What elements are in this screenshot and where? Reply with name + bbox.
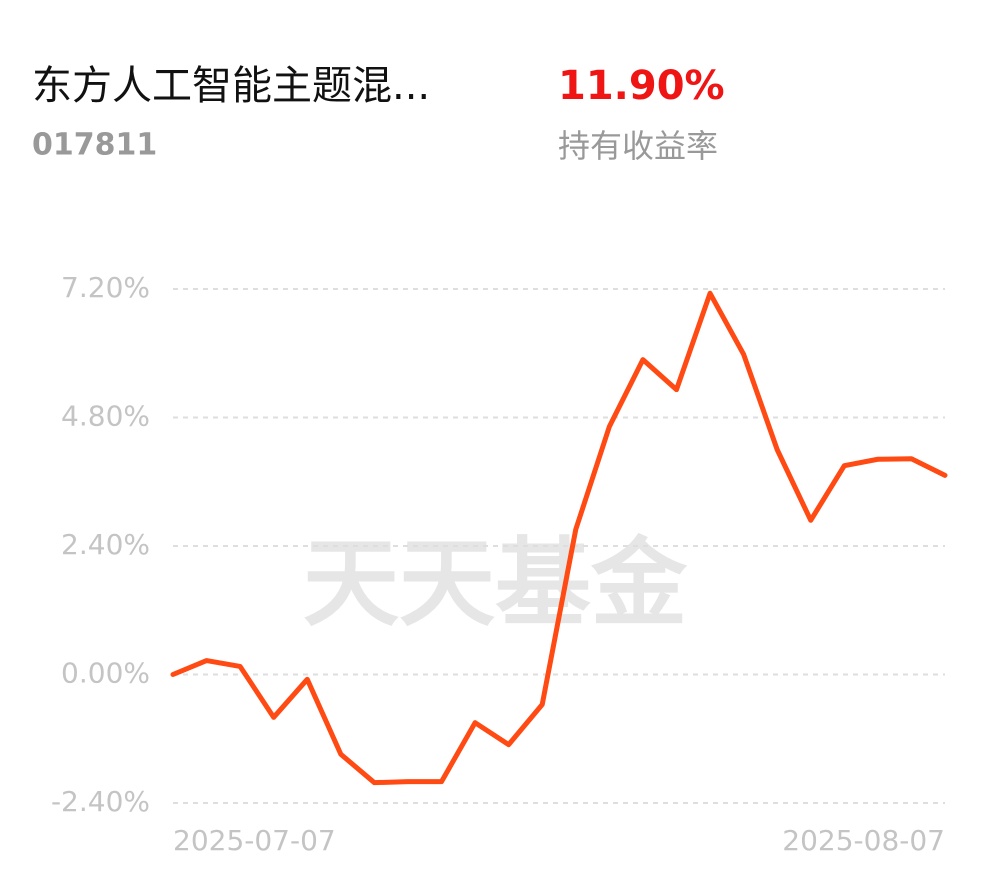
fund-name: 东方人工智能主题混...: [32, 63, 430, 109]
return-label: 持有收益率: [558, 127, 718, 165]
line-series: [170, 290, 948, 786]
fund-code: 017811: [32, 128, 157, 163]
y-tick-label: -2.40%: [51, 785, 150, 818]
y-tick-label: 4.80%: [61, 400, 150, 433]
x-tick-label: 2025-08-07: [782, 824, 945, 857]
watermark: 天天基金: [303, 527, 688, 639]
return-value: 11.90%: [558, 63, 725, 109]
y-tick-label: 2.40%: [61, 528, 150, 561]
y-tick-label: 0.00%: [61, 657, 150, 690]
y-tick-label: 7.20%: [61, 271, 150, 304]
x-tick-label: 2025-07-07: [173, 824, 336, 857]
